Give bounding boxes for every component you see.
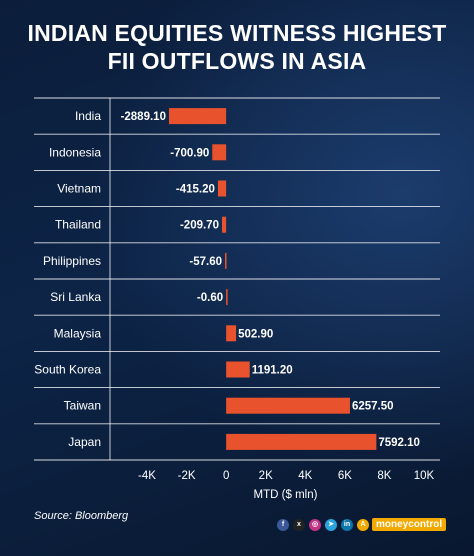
chart-title-line-1: INDIAN EQUITIES WITNESS HIGHEST bbox=[27, 20, 447, 46]
value-label: -57.60 bbox=[189, 256, 222, 268]
bar bbox=[168, 108, 227, 125]
bar bbox=[217, 180, 227, 197]
x-tick-label: 0 bbox=[223, 470, 229, 482]
category-label: Vietnam bbox=[57, 182, 101, 196]
x-tick-label: 8K bbox=[377, 470, 391, 482]
category-label: South Korea bbox=[34, 363, 101, 377]
instagram-icon[interactable]: ◎ bbox=[309, 519, 321, 531]
bar bbox=[226, 433, 377, 450]
value-label: -415.20 bbox=[176, 184, 215, 196]
facebook-icon[interactable]: f bbox=[277, 519, 289, 531]
value-label: -700.90 bbox=[170, 147, 209, 159]
x-tick-label: 2K bbox=[259, 470, 273, 482]
value-label: 6257.50 bbox=[352, 401, 394, 413]
value-label: 502.90 bbox=[238, 328, 273, 340]
bar bbox=[212, 144, 227, 161]
bar bbox=[221, 216, 227, 233]
category-label: Thailand bbox=[55, 218, 101, 232]
bar bbox=[226, 289, 228, 306]
brand-logo: moneycontrol bbox=[372, 518, 447, 531]
x-tick-label: 6K bbox=[338, 470, 352, 482]
bar bbox=[226, 361, 250, 378]
source-note: Source: Bloomberg bbox=[34, 510, 129, 522]
x-tick-label: -2K bbox=[178, 470, 196, 482]
category-label: India bbox=[75, 109, 101, 123]
bar bbox=[226, 325, 237, 342]
category-label: Japan bbox=[68, 435, 101, 449]
x-tick-label: 10K bbox=[414, 470, 435, 482]
bar bbox=[225, 252, 227, 269]
category-label: Philippines bbox=[43, 254, 101, 268]
value-label: -0.60 bbox=[197, 292, 223, 304]
telegram-icon[interactable]: ➤ bbox=[325, 519, 337, 531]
value-label: -2889.10 bbox=[121, 111, 166, 123]
value-label: 1191.20 bbox=[252, 365, 293, 377]
value-label: 7592.10 bbox=[378, 437, 420, 449]
x-tick-label: 4K bbox=[298, 470, 312, 482]
social-icons: f x ◎ ➤ in A bbox=[277, 519, 369, 531]
category-label: Malaysia bbox=[54, 326, 102, 340]
value-label: -209.70 bbox=[180, 220, 219, 232]
category-label: Taiwan bbox=[64, 399, 101, 413]
x-axis-label: MTD ($ mln) bbox=[254, 489, 318, 501]
x-tick-label: -4K bbox=[138, 470, 156, 482]
app-icon[interactable]: A bbox=[357, 519, 369, 531]
chart-title-line-2: FII OUTFLOWS IN ASIA bbox=[107, 48, 367, 74]
category-label: Sri Lanka bbox=[50, 290, 101, 304]
category-label: Indonesia bbox=[49, 145, 101, 159]
bar bbox=[226, 397, 350, 414]
x-icon[interactable]: x bbox=[293, 519, 305, 531]
linkedin-icon[interactable]: in bbox=[341, 519, 353, 531]
